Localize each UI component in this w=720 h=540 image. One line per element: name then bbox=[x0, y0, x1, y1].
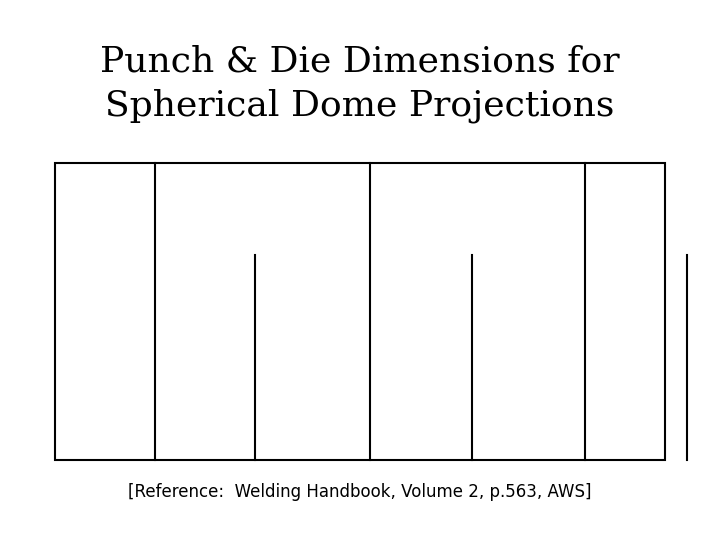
Text: [Reference:  Welding Handbook, Volume 2, p.563, AWS]: [Reference: Welding Handbook, Volume 2, … bbox=[128, 483, 592, 502]
Bar bbox=[55, 163, 665, 460]
Text: Punch & Die Dimensions for
Spherical Dome Projections: Punch & Die Dimensions for Spherical Dom… bbox=[100, 45, 620, 123]
